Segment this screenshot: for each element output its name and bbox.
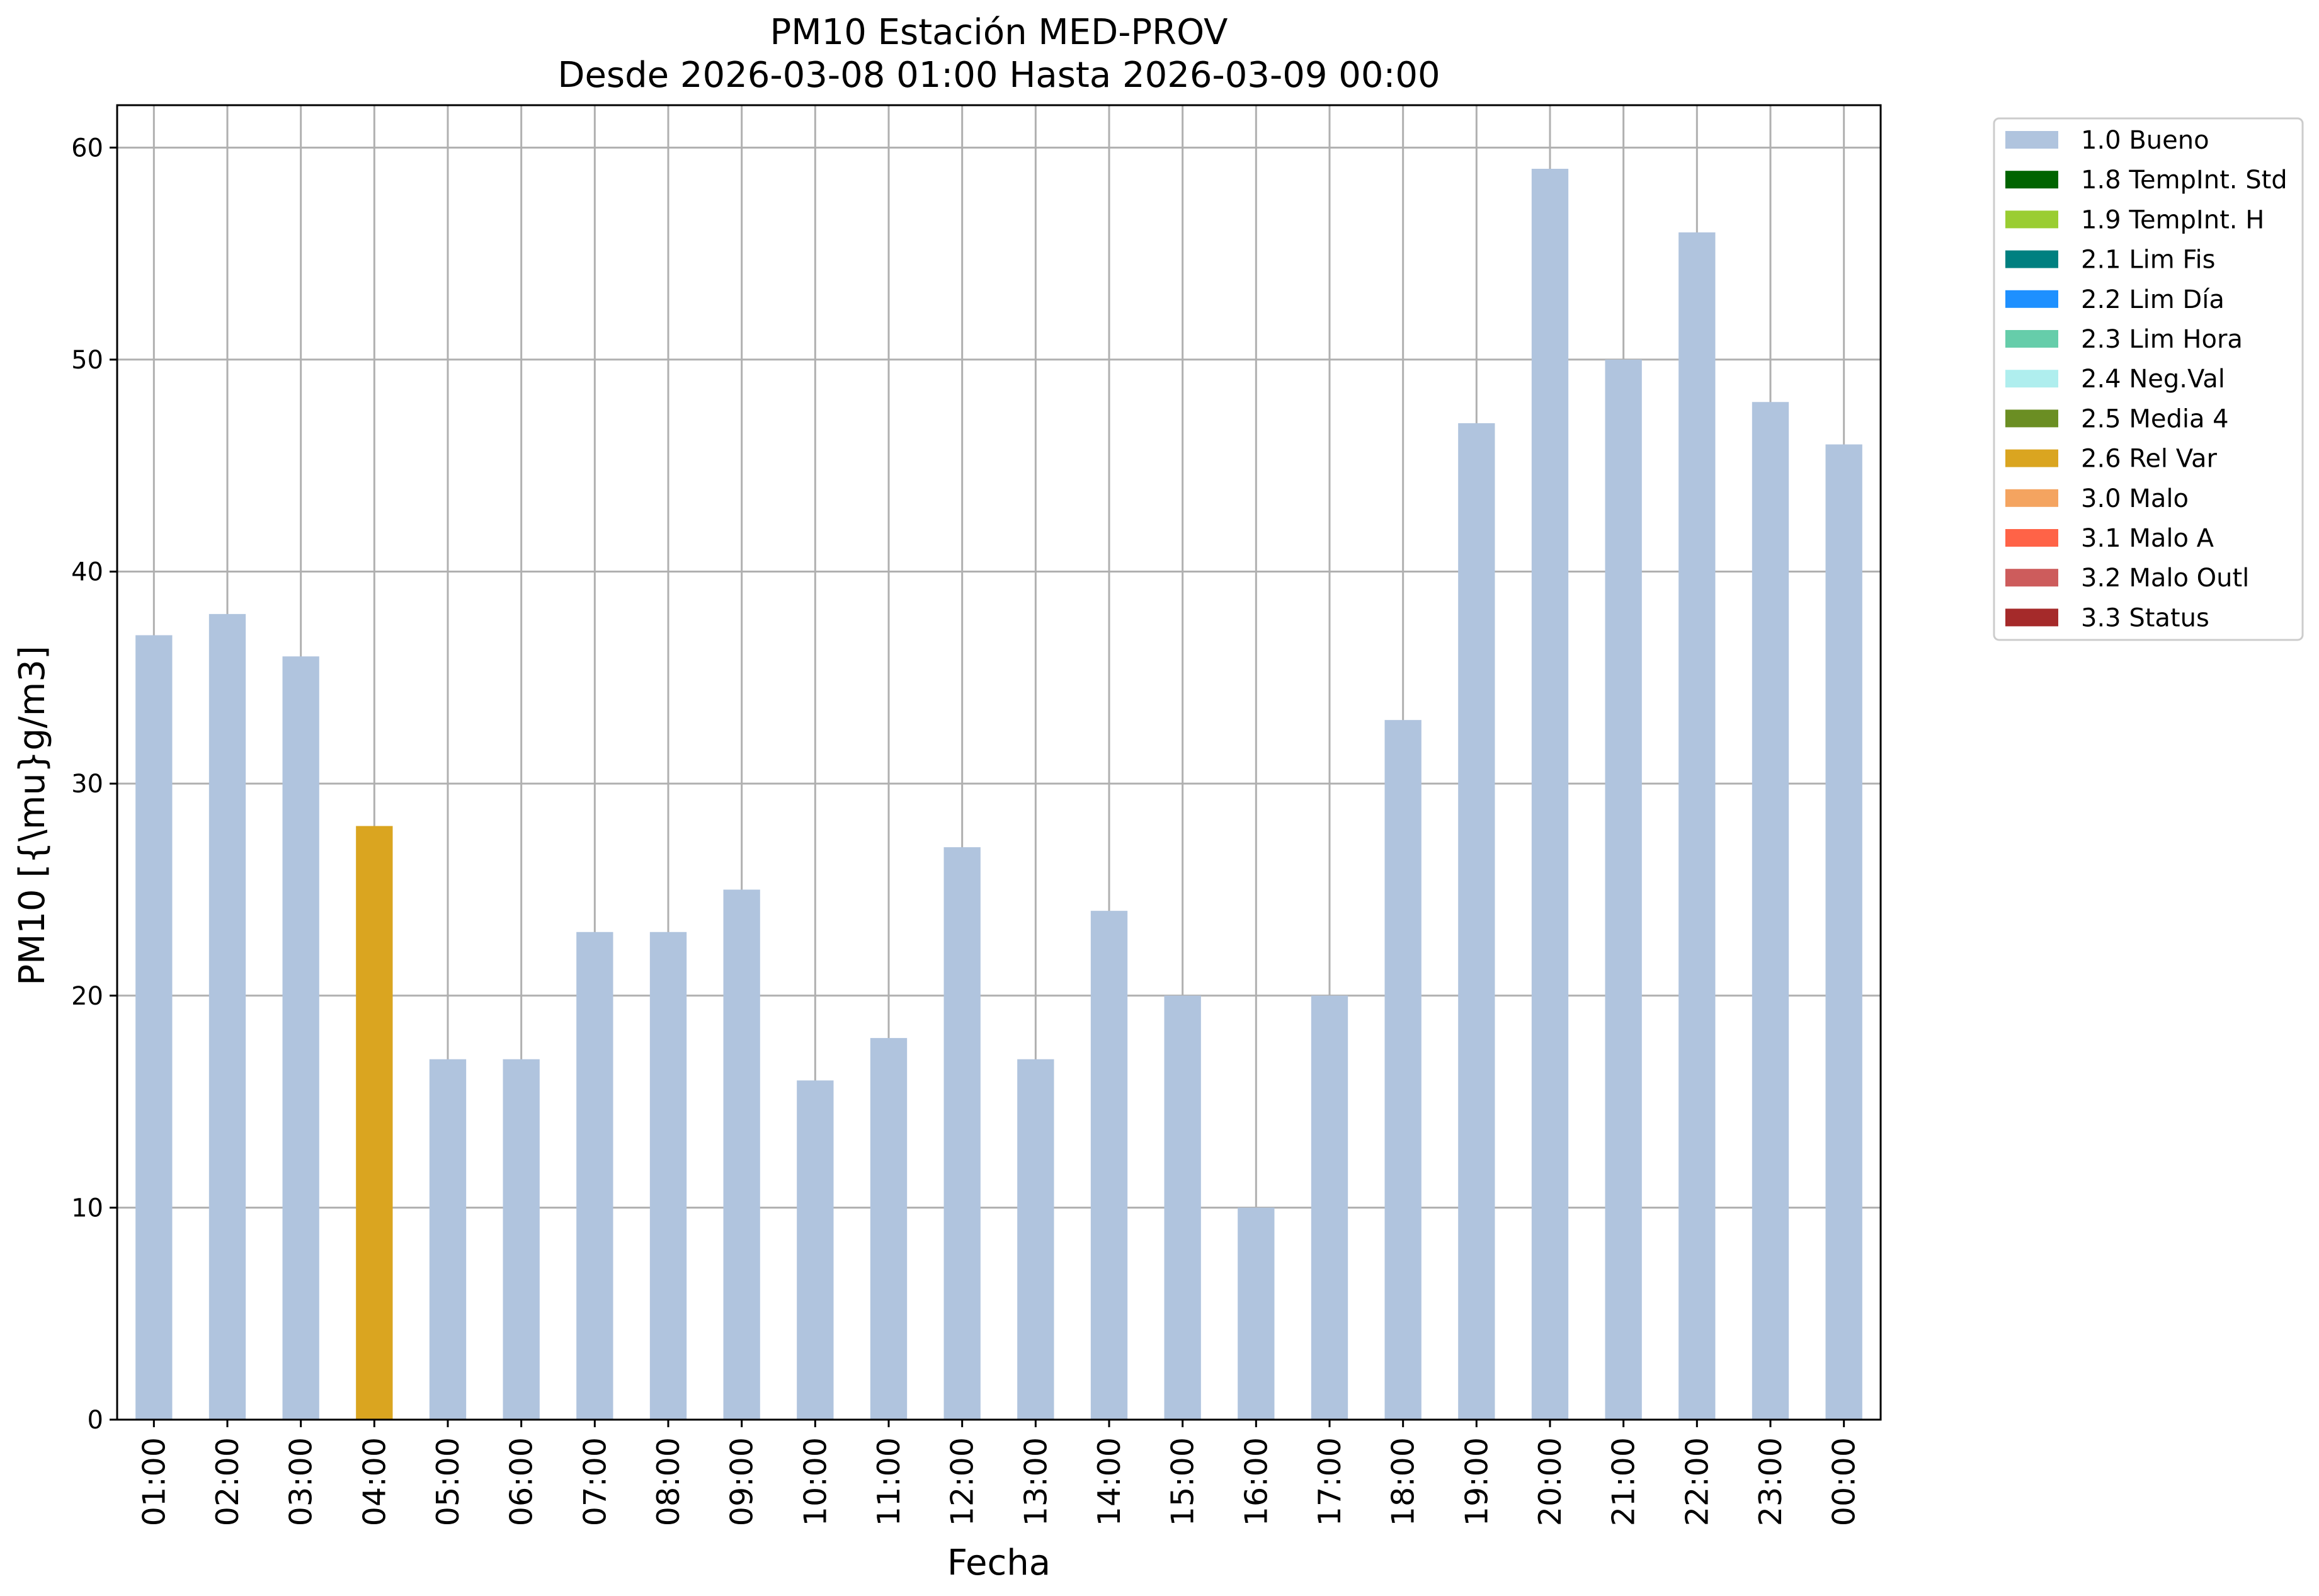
legend-label: 3.0 Malo (2081, 484, 2189, 513)
bar-03:00 (282, 656, 319, 1420)
bar-15:00 (1164, 995, 1201, 1420)
bar-21:00 (1605, 359, 1642, 1420)
x-tick-label: 01:00 (136, 1437, 172, 1526)
legend-label: 2.5 Media 4 (2081, 404, 2229, 433)
x-tick-label: 11:00 (871, 1437, 907, 1526)
bar-07:00 (576, 932, 613, 1420)
legend-label: 2.1 Lim Fis (2081, 246, 2215, 275)
bar-05:00 (429, 1059, 467, 1420)
x-tick-label: 17:00 (1312, 1437, 1348, 1526)
bar-20:00 (1531, 168, 1569, 1420)
legend-label: 2.2 Lim Día (2081, 285, 2225, 314)
bar-00:00 (1825, 444, 1862, 1420)
legend-swatch (2005, 370, 2058, 388)
y-tick-label: 20 (71, 982, 103, 1011)
bar-10:00 (797, 1080, 834, 1420)
x-tick-label: 07:00 (577, 1437, 613, 1526)
bar-17:00 (1311, 995, 1348, 1420)
x-tick-label: 02:00 (210, 1437, 246, 1526)
bars (135, 168, 1862, 1420)
y-tick-label: 40 (71, 558, 103, 587)
legend-swatch (2005, 171, 2058, 189)
legend-label: 1.8 TempInt. Std (2081, 166, 2288, 195)
bar-13:00 (1017, 1059, 1054, 1420)
legend-label: 3.3 Status (2081, 603, 2209, 632)
y-tick-label: 0 (88, 1406, 103, 1435)
legend-swatch (2005, 250, 2058, 268)
legend-swatch (2005, 210, 2058, 229)
y-tick-label: 30 (71, 770, 103, 799)
bar-04:00 (356, 826, 393, 1420)
x-tick-label: 20:00 (1532, 1437, 1568, 1526)
legend-label: 2.3 Lim Hora (2081, 325, 2243, 354)
x-tick-label: 09:00 (724, 1437, 760, 1526)
x-tick-label: 08:00 (651, 1437, 687, 1526)
legend: 1.0 Bueno 1.8 TempInt. Std 1.9 TempInt. H 2… (1993, 117, 2304, 641)
bar-18:00 (1384, 720, 1422, 1420)
bar-22:00 (1678, 232, 1716, 1420)
x-tick-label: 23:00 (1753, 1437, 1789, 1526)
y-tick-label: 60 (71, 134, 103, 162)
x-tick-label: 10:00 (797, 1437, 833, 1526)
bar-19:00 (1458, 423, 1495, 1420)
legend-swatch (2005, 290, 2058, 308)
bar-08:00 (649, 932, 687, 1420)
x-tick-label: 15:00 (1165, 1437, 1201, 1526)
y-axis-label: PM10 [{\mu}g/m3] (12, 646, 53, 986)
x-tick-label: 16:00 (1238, 1437, 1274, 1526)
legend-swatch (2005, 529, 2058, 547)
bar-09:00 (723, 889, 760, 1420)
x-tick-label: 12:00 (945, 1437, 981, 1526)
legend-swatch (2005, 330, 2058, 348)
bar-16:00 (1238, 1207, 1275, 1420)
x-tick-label: 18:00 (1386, 1437, 1422, 1526)
bar-23:00 (1752, 402, 1789, 1420)
chart-title: PM10 Estación MED-PROV (770, 12, 1228, 53)
legend-swatch (2005, 409, 2058, 428)
legend-box (1993, 117, 2304, 641)
x-tick-label: 14:00 (1091, 1437, 1127, 1526)
x-tick-label: 22:00 (1679, 1437, 1715, 1526)
bar-02:00 (208, 613, 246, 1420)
bar-06:00 (503, 1059, 540, 1420)
x-tick-label: 21:00 (1606, 1437, 1642, 1526)
chart-subtitle: Desde 2026-03-08 01:00 Hasta 2026-03-09 … (557, 55, 1440, 96)
legend-swatch (2005, 608, 2058, 627)
legend-swatch (2005, 489, 2058, 507)
legend-label: 1.0 Bueno (2081, 126, 2209, 155)
legend-swatch (2005, 131, 2058, 149)
bar-01:00 (135, 635, 173, 1420)
x-tick-label: 04:00 (356, 1437, 392, 1526)
y-tick-label: 10 (71, 1194, 103, 1223)
legend-swatch (2005, 449, 2058, 467)
x-ticks: 01:00 02:00 03:00 04:00 05:00 06:00 07:00 08:00… (136, 1420, 1862, 1526)
x-tick-label: 00:00 (1826, 1437, 1862, 1526)
x-tick-label: 19:00 (1459, 1437, 1495, 1526)
legend-label: 2.4 Neg.Val (2081, 365, 2225, 394)
x-tick-label: 03:00 (283, 1437, 319, 1526)
x-tick-label: 05:00 (430, 1437, 466, 1526)
x-tick-label: 06:00 (504, 1437, 540, 1526)
legend-swatch (2005, 569, 2058, 587)
y-tick-label: 50 (71, 346, 103, 375)
legend-label: 3.2 Malo Outl (2081, 564, 2249, 593)
legend-label: 1.9 TempInt. H (2081, 205, 2264, 234)
legend-label: 3.1 Malo A (2081, 524, 2214, 553)
bar-11:00 (870, 1038, 908, 1420)
plot-frame (116, 104, 1882, 1421)
bar-14:00 (1090, 911, 1128, 1420)
x-tick-label: 13:00 (1018, 1437, 1054, 1526)
y-ticks: 0 10 20 30 40 50 60 (71, 134, 117, 1435)
legend-label: 2.6 Rel Var (2081, 445, 2218, 474)
x-axis-label: Fecha (947, 1542, 1051, 1583)
bar-12:00 (943, 847, 981, 1420)
